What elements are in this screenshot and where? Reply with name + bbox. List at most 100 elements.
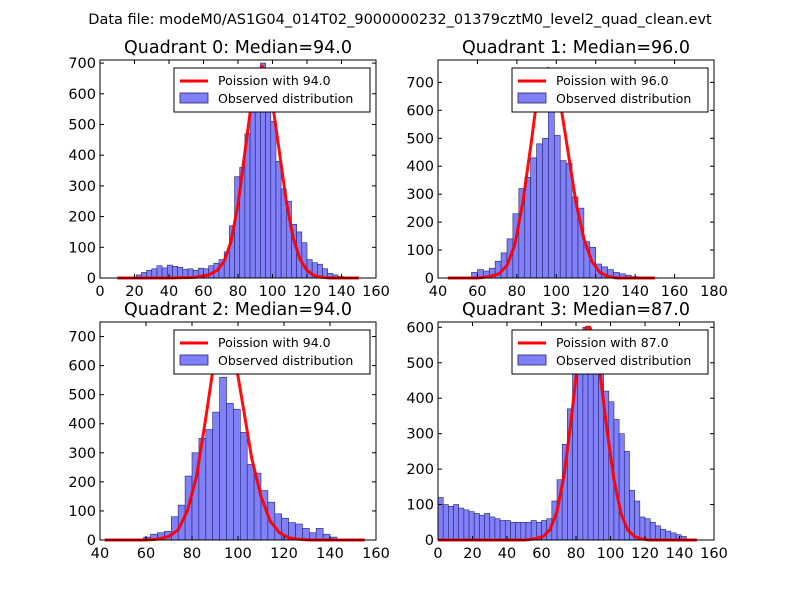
quadrant-2-y-tick-label: 700 [68,330,96,346]
quadrant-3-bar [442,504,449,541]
quadrant-2-legend: Poission with 94.0 Observed distribution [173,329,371,375]
quadrant-1-y-tick-label: 500 [406,131,434,147]
quadrant-3-bar [592,348,599,541]
quadrant-3-y-tick-label: 500 [406,356,434,372]
figure-suptitle: Data file: modeM0/AS1G04_014T02_90000002… [88,12,712,28]
quadrant-3-x-tick-label: 140 [666,546,694,562]
quadrant-3-bar [479,514,485,541]
quadrant-0-x-tick-label: 140 [328,284,356,300]
quadrant-2-legend-observed-swatch [179,354,209,366]
quadrant-3-bar [655,525,661,541]
quadrant-1-x-tick-label: 60 [468,284,486,300]
quadrant-1-y-tick-label: 200 [406,215,434,231]
quadrant-0-title: Quadrant 0: Median=94.0 [124,38,352,58]
quadrant-2-x-tick-label: 60 [137,546,155,562]
quadrant-1-legend-observed-label: Observed distribution [556,91,691,106]
quadrant-0-legend-observed-swatch [179,92,209,104]
quadrant-1-y-tick-label: 300 [406,187,434,203]
quadrant-2-x-tick-label: 40 [91,546,109,562]
quadrant-0-bar [265,90,272,279]
quadrant-3-bar [437,497,444,541]
quadrant-3-bar [520,521,527,541]
quadrant-1-legend-box [511,67,709,113]
quadrant-0-y-tick-label: 100 [68,240,96,256]
quadrant-0-panel: Quadrant 0: Median=94.0 0 20 40 60 80 100 120 1… [68,38,390,300]
quadrant-2-y-tick-label: 300 [68,446,96,462]
quadrant-1-x-tick-label: 180 [700,284,728,300]
quadrant-2-bar [240,432,248,541]
quadrant-3-bar [463,509,470,541]
quadrant-1-bar [559,160,567,279]
quadrant-1-bar [542,137,549,279]
quadrant-3-bar [525,521,532,541]
quadrant-3-bar [494,518,501,541]
quadrant-3-y-tick-label: 100 [406,498,434,514]
quadrant-3-bar [473,513,480,541]
quadrant-3-legend-observed-label: Observed distribution [556,353,691,368]
quadrant-2-legend-poisson-label: Poission with 94.0 [218,335,331,350]
quadrant-2-bar [226,403,234,541]
quadrant-0-y-tick-label: 200 [68,210,96,226]
quadrant-1-y-tick-label: 700 [406,75,434,91]
quadrant-3-x-tick-label: 120 [631,546,659,562]
quadrant-1-x-tick-label: 80 [508,284,526,300]
quadrant-0-y-tick-label: 300 [68,179,96,195]
quadrant-3-bar [660,529,667,541]
quadrant-3-y-tick-label: 0 [425,533,434,549]
quadrant-2-y-tick-label: 400 [68,417,96,433]
quadrant-0-y-tick-label: 0 [87,271,96,287]
quadrant-1-legend-observed-swatch [517,92,547,104]
quadrant-2-bar [219,376,227,541]
quadrant-0-x-tick-label: 40 [160,284,178,300]
quadrant-1-legend: Poission with 96.0 Observed distribution [511,67,709,113]
quadrant-2-bar [205,429,214,541]
quadrant-2-x-tick-label: 140 [316,546,344,562]
quadrant-2-x-tick-label: 120 [270,546,298,562]
quadrant-2-x-tick-label: 100 [224,546,252,562]
quadrant-1-bar [530,157,537,279]
quadrant-2-title: Quadrant 2: Median=94.0 [124,300,352,320]
quadrant-1-x-tick-label: 160 [661,284,689,300]
quadrant-1-x-tick-label: 100 [542,284,570,300]
quadrant-0-x-tick-label: 120 [293,284,321,300]
quadrant-3-bar [484,513,491,541]
quadrant-1-y-tick-label: 0 [425,271,434,287]
quadrant-3-bar [618,433,625,541]
quadrant-3-bar [510,521,516,541]
quadrant-3-bar [649,521,656,541]
quadrant-1-y-tick-label: 400 [406,159,434,175]
quadrant-0-bar [172,266,178,279]
quadrant-3-panel: Quadrant 3: Median=87.0 0 20 40 60 80 100 120 1… [406,300,728,562]
quadrant-3-y-tick-label: 600 [406,320,434,336]
quadrant-3-y-tick-label: 400 [406,391,434,407]
quadrant-0-y-tick-label: 400 [68,148,96,164]
quadrant-0-legend-poisson-label: Poission with 94.0 [218,73,331,88]
quadrant-0-x-tick-label: 80 [229,284,247,300]
quadrant-0-y-tick-label: 500 [68,117,96,133]
quadrant-3-x-tick-label: 100 [597,546,625,562]
quadrant-1-axes-frame [437,59,715,279]
quadrant-2-bar [171,516,179,541]
quadrant-0-bar [156,265,163,279]
quadrant-3-bar [639,516,646,541]
quadrant-0-bar [275,161,282,279]
quadrant-3-legend-poisson-label: Poission with 87.0 [556,335,669,350]
quadrant-0-bar [161,267,168,279]
quadrant-2-bar [233,408,241,541]
quadrant-0-legend: Poission with 94.0 Observed distribution [173,67,371,113]
quadrant-1-y-tick-label: 600 [406,103,434,119]
quadrant-3-bar [515,521,522,541]
quadrant-2-bar [212,411,220,541]
quadrant-3-bar [458,507,465,541]
quadrant-3-x-tick-label: 80 [567,546,585,562]
quadrant-3-x-tick-label: 60 [532,546,550,562]
quadrant-0-x-tick-label: 160 [362,284,390,300]
quadrant-3-bar [489,516,496,541]
quadrant-3-y-tick-label: 200 [406,462,434,478]
quadrant-0-legend-box [173,67,371,113]
quadrant-2-panel: Quadrant 2: Median=94.0 40 60 80 100 120 140 1… [68,300,390,562]
quadrant-2-legend-observed-label: Observed distribution [218,353,353,368]
quadrant-3-legend-observed-swatch [517,354,547,366]
quadrant-0-x-tick-label: 100 [259,284,287,300]
quadrant-3-bar [504,520,511,541]
